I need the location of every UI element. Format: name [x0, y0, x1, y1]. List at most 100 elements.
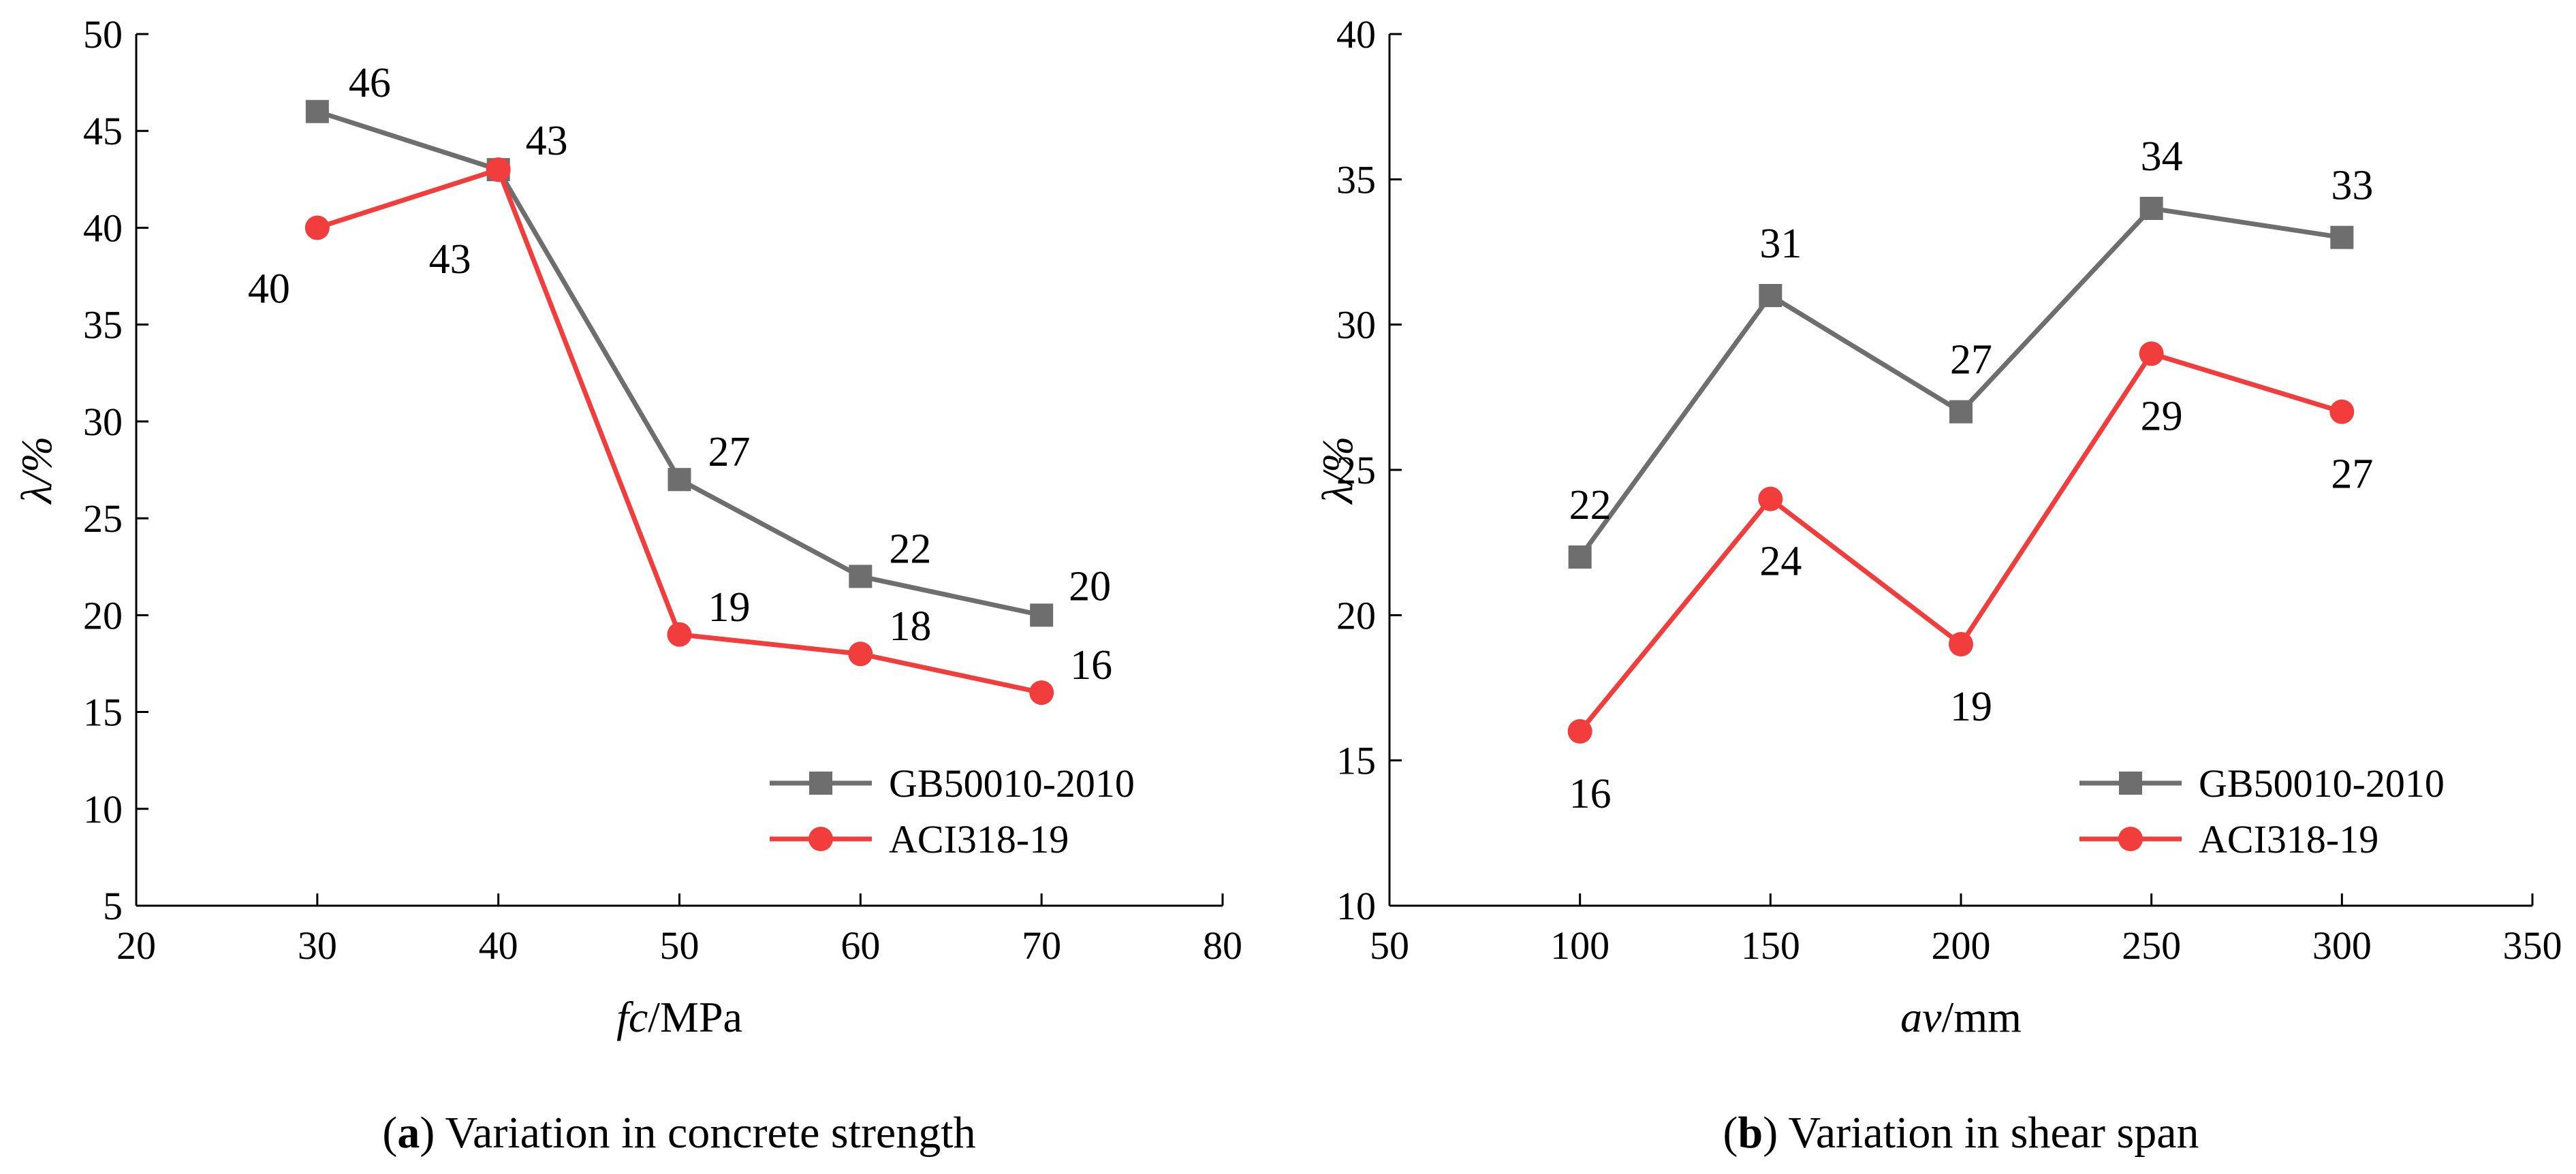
y-tick-label: 15	[1336, 739, 1376, 783]
data-point-circle	[2139, 341, 2164, 366]
data-point-circle	[1758, 486, 1783, 511]
x-tick-label: 150	[1741, 923, 1800, 968]
data-point-circle	[848, 641, 873, 667]
x-axis-label-unit: /MPa	[648, 993, 742, 1041]
data-label: 34	[2141, 133, 2183, 180]
series-line-2	[316, 167, 1042, 695]
x-tick-label: 300	[2312, 923, 2372, 968]
data-label: 24	[1759, 539, 1802, 585]
data-point-square	[1568, 545, 1592, 569]
data-point-square	[1949, 400, 1973, 424]
panel-b-chart: 10 15 20 25 30 35 40 50 100 150 200 250 300 350 22 31 27…	[1313, 12, 2562, 1158]
legend-marker-circle	[2118, 827, 2143, 851]
data-point-circle	[1567, 719, 1592, 744]
data-label: 40	[248, 266, 290, 312]
y-axis-label: λ/%	[1313, 437, 1362, 505]
data-point-circle	[1029, 680, 1054, 705]
legend-marker-square	[809, 772, 832, 795]
y-axis-label: λ/%	[12, 437, 61, 505]
data-label: 43	[429, 236, 471, 283]
data-label: 33	[2331, 163, 2373, 209]
x-axis-label-var: fc	[616, 993, 648, 1041]
x-axis-label-unit: /mm	[1942, 993, 2022, 1041]
y-tick-label: 40	[83, 206, 123, 250]
data-label: 18	[889, 603, 931, 650]
data-label: 19	[708, 584, 751, 631]
y-tick-label: 25	[1336, 448, 1376, 492]
x-tick-label: 60	[841, 923, 880, 968]
data-point-square	[849, 565, 873, 588]
y-tick-label: 20	[83, 593, 123, 637]
caption-text: Variation in shear span	[1778, 1108, 2199, 1158]
legend-marker-circle	[808, 827, 833, 851]
y-tick-label: 10	[1336, 884, 1376, 928]
y-tick-label: 20	[1336, 593, 1376, 637]
x-tick-label: 50	[1370, 923, 1409, 968]
series-line-1	[316, 109, 1042, 618]
x-tick-label: 50	[660, 923, 700, 968]
x-axis-label-var: av	[1900, 993, 1942, 1041]
y-tick-label: 25	[83, 496, 123, 541]
data-label: 27	[2331, 451, 2373, 498]
data-point-square	[2330, 225, 2354, 249]
legend-label: GB50010-2010	[2199, 761, 2445, 806]
data-label: 27	[1950, 337, 1992, 383]
y-tick-label: 15	[83, 691, 123, 735]
x-tick-label: 20	[116, 923, 156, 968]
y-tick-label: 5	[103, 884, 123, 928]
x-tick-label: 40	[479, 923, 518, 968]
caption-paren-close: )	[1763, 1108, 1778, 1158]
caption-paren-open: (	[1723, 1108, 1738, 1158]
data-label: 16	[1070, 642, 1112, 688]
data-label: 22	[889, 526, 931, 572]
legend-label: ACI318-19	[889, 817, 1069, 861]
x-tick-label: 200	[1932, 923, 1991, 968]
panel-a-chart: 5 10 15 20 25 30 35 40 45 50 20 30 40 50 60 70 80 46 43 27 2…	[12, 12, 1242, 1158]
data-point-circle	[1949, 632, 1973, 656]
data-point-square	[1759, 284, 1782, 307]
y-tick-label: 10	[83, 787, 123, 831]
x-tick-label: 100	[1550, 923, 1609, 968]
data-label: 27	[708, 429, 751, 475]
data-label: 22	[1569, 482, 1612, 528]
x-tick-label: 70	[1022, 923, 1061, 968]
x-axis-label: fc/MPa	[616, 993, 742, 1041]
data-label: 20	[1069, 563, 1111, 609]
data-point-square	[305, 99, 329, 123]
data-label: 29	[2141, 393, 2183, 439]
y-tick-label: 35	[83, 303, 123, 347]
y-tick-label: 40	[1336, 12, 1376, 57]
x-axis-label: av/mm	[1900, 993, 2022, 1041]
y-tick-label: 30	[83, 400, 123, 444]
legend-marker-square	[2119, 772, 2142, 795]
panel-caption: (b) Variation in shear span	[1723, 1108, 2199, 1158]
legend-label: GB50010-2010	[889, 761, 1135, 806]
data-point-circle	[304, 215, 330, 240]
caption-letter: b	[1738, 1108, 1763, 1158]
data-label: 46	[349, 60, 391, 106]
x-tick-label: 250	[2122, 923, 2181, 968]
x-tick-label: 30	[298, 923, 337, 968]
data-point-circle	[486, 157, 511, 183]
data-point-square	[1030, 603, 1054, 627]
data-point-square	[667, 468, 691, 492]
panel-caption: (a) Variation in concrete strength	[382, 1108, 975, 1158]
y-tick-label: 35	[1336, 157, 1376, 202]
caption-letter: a	[397, 1108, 420, 1158]
y-tick-label: 45	[83, 109, 123, 153]
x-tick-label: 350	[2503, 923, 2562, 968]
y-tick-label: 30	[1336, 303, 1376, 347]
caption-paren-close: )	[420, 1108, 435, 1158]
data-label: 43	[526, 118, 568, 164]
data-label: 31	[1759, 221, 1802, 267]
x-tick-label: 80	[1203, 923, 1242, 968]
caption-text: Variation in concrete strength	[435, 1108, 975, 1158]
data-label: 19	[1950, 684, 1992, 730]
data-point-circle	[2329, 399, 2355, 424]
data-label: 16	[1569, 771, 1612, 817]
data-point-circle	[667, 622, 692, 647]
legend-label: ACI318-19	[2199, 817, 2378, 861]
data-point-square	[2139, 197, 2163, 220]
y-tick-label: 50	[83, 12, 123, 57]
